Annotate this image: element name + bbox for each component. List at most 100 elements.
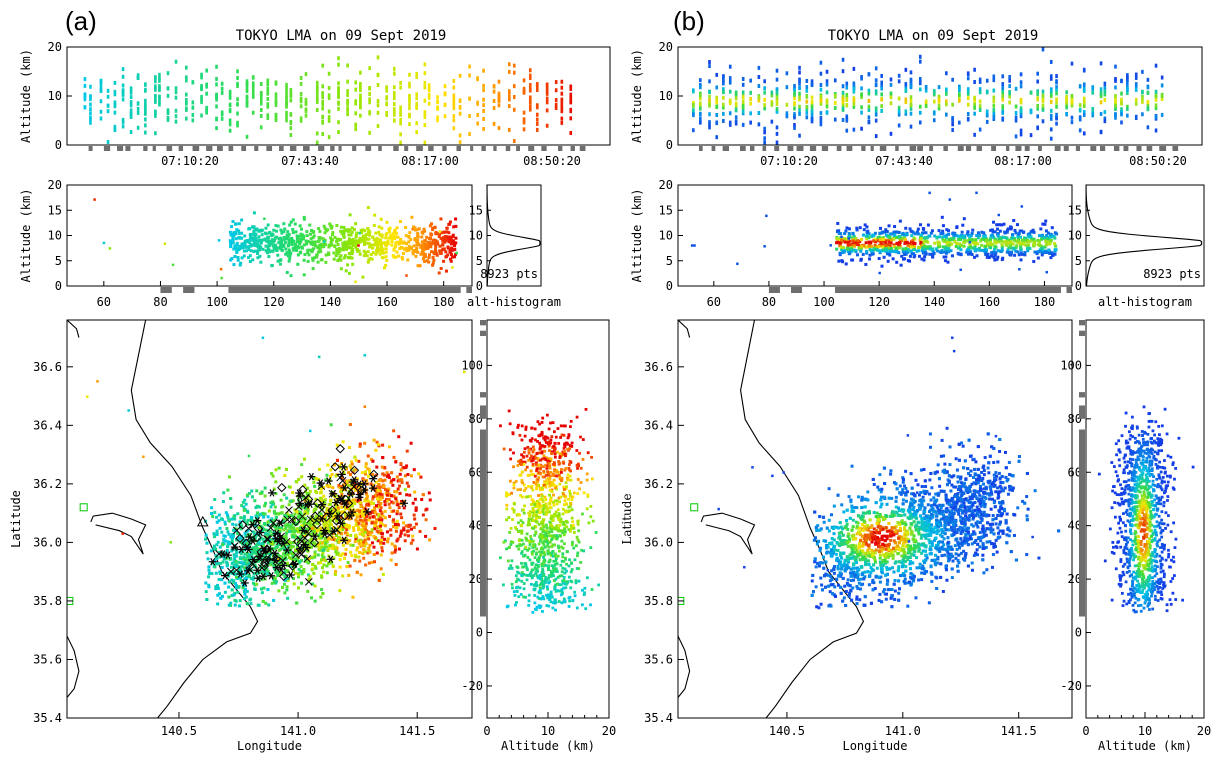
source-point [295,601,299,605]
source-point [299,565,303,569]
time-height-point [385,112,389,117]
diamond-marker [235,533,245,544]
lon-height-point [368,257,372,261]
lon-height-point [237,229,241,233]
source-point [204,533,208,537]
alt-lat-point [516,464,520,467]
alt-lat-point [562,485,566,489]
source-point [385,493,389,497]
alt-lat-point [562,559,566,563]
source-point [320,558,324,562]
lon-height-point [448,222,452,226]
time-height-point [522,110,526,115]
source-point [239,579,243,583]
time-height-point [166,115,170,120]
asterisk-marker [326,555,335,564]
source-point [230,593,234,597]
lon-height-point [238,246,242,250]
alt-lat-point [556,516,560,520]
alt-lat-point [569,562,573,565]
alt-lat-point [585,507,589,511]
alt-lat-point [531,575,534,578]
alt-lat-point [575,554,579,558]
source-point [328,478,332,482]
source-point [407,525,411,529]
source-point [276,543,280,547]
time-height-point [408,72,411,77]
source-point [220,530,224,534]
source-point [297,573,301,577]
lon-height-point [315,255,319,259]
source-point [402,528,406,532]
alt-lat-point [531,544,535,548]
alt-lat-point [537,604,541,608]
source-point [241,586,245,590]
source-point [361,543,365,547]
time-height-point [497,126,501,131]
time-height-point [304,101,308,106]
time-height-point [327,95,331,100]
alt-lat-point [579,561,583,564]
time-height-point [476,77,479,82]
alt-lat-point [537,560,540,564]
time-height-point [458,133,462,138]
source-point [339,515,343,519]
time-height-point [560,85,564,90]
alt-lat-point [564,481,568,485]
alt-lat-point [526,523,530,527]
source-point [220,517,224,521]
alt-lat-point [557,518,561,522]
lon-height-point [395,226,399,230]
lon-height-point [361,275,365,279]
lon-height-point [434,239,438,243]
source-point [234,554,238,558]
alt-lat-point [573,558,577,562]
source-point [332,512,336,516]
time-height-point [337,81,340,86]
source-point [377,514,381,518]
asterisk-marker [286,571,295,579]
source-point [354,533,358,537]
time-height-point [415,101,418,106]
lon-height-point [447,231,451,235]
alt-lat-point [550,488,554,492]
lon-height-point [368,233,372,237]
source-point [337,540,341,544]
alt-lat-point [557,583,561,586]
source-point [243,559,247,563]
alt-lat-point [528,494,532,498]
source-point [338,466,342,470]
alt-lat-point [564,454,567,458]
lon-height-point [434,252,438,256]
lon-height-point [375,243,379,247]
time-height-point [228,102,232,107]
alt-lat-point [549,593,553,597]
alt-lat-point [517,547,521,551]
lon-height-point [376,246,380,250]
lon-height-point [259,260,263,264]
time-height-point [427,86,431,91]
time-height-point [458,111,462,116]
source-point [398,484,402,488]
lon-height-point [438,244,442,248]
source-point [247,553,251,557]
source-point [227,595,231,599]
source-point [327,537,331,541]
time-height-point [497,91,501,96]
source-point [338,528,342,532]
lon-height-point [345,245,349,249]
source-point [354,458,358,462]
source-point [325,473,329,477]
lon-height-point [356,241,360,245]
source-point [286,544,290,548]
lon-height-point [382,266,386,270]
source-point [236,532,240,536]
lon-height-point [342,256,346,260]
time-height-point [569,86,573,91]
time-height-point [452,85,456,90]
source-point [332,508,336,512]
source-point [260,570,264,574]
source-point [274,468,278,472]
source-point [256,559,260,563]
alt-lat-point [540,431,544,435]
